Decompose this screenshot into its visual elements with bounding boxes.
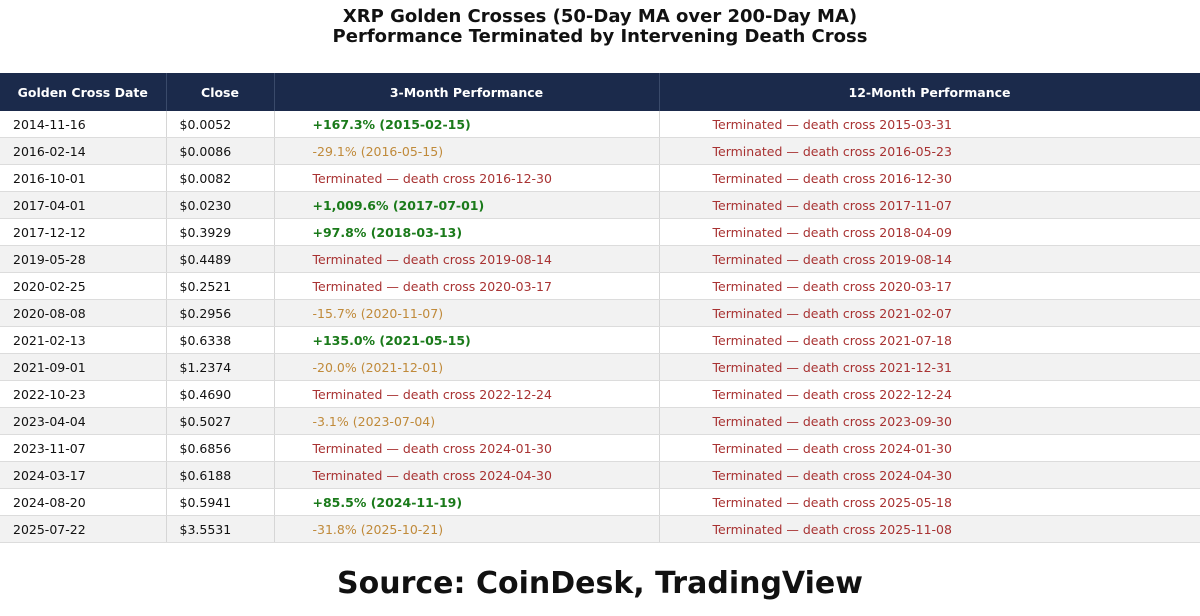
- table-cell: $0.6188: [166, 461, 275, 489]
- table-cell: $0.4690: [166, 380, 275, 408]
- table-row: 2021-02-13 $0.6338 +135.0% (2021-05-15) Ter…: [0, 326, 1200, 354]
- table-cell: Terminated — death cross 2023-09-30: [659, 407, 1200, 435]
- table-cell: 2019-05-28: [0, 245, 167, 273]
- table-cell: 2016-02-14: [0, 137, 167, 165]
- table-cell: $0.0086: [166, 137, 275, 165]
- table-cell: Terminated — death cross 2015-03-31: [659, 111, 1200, 138]
- column-header: Close: [166, 73, 275, 111]
- table-cell: Terminated — death cross 2016-12-30: [659, 164, 1200, 192]
- table-cell: $0.2521: [166, 272, 275, 300]
- table-cell: Terminated — death cross 2025-05-18: [659, 488, 1200, 516]
- table-cell: Terminated — death cross 2025-11-08: [659, 515, 1200, 543]
- table-cell: 2020-02-25: [0, 272, 167, 300]
- table-cell: $0.0082: [166, 164, 275, 192]
- table-cell: Terminated — death cross 2024-01-30: [274, 434, 660, 462]
- table-cell: Terminated — death cross 2020-03-17: [274, 272, 660, 300]
- table-row: 2017-04-01 $0.0230 +1,009.6% (2017-07-01) T…: [0, 191, 1200, 219]
- table-cell: $3.5531: [166, 515, 275, 543]
- table-row: 2020-02-25 $0.2521 Terminated — death cros…: [0, 272, 1200, 300]
- table-row: 2024-08-20 $0.5941 +85.5% (2024-11-19) Term…: [0, 488, 1200, 516]
- table-cell: 2017-04-01: [0, 191, 167, 219]
- table-cell: Terminated — death cross 2019-08-14: [274, 245, 660, 273]
- table-cell: Terminated — death cross 2021-12-31: [659, 353, 1200, 381]
- table-cell: $0.5941: [166, 488, 275, 516]
- table-cell: 2021-02-13: [0, 326, 167, 354]
- table-cell: 2022-10-23: [0, 380, 167, 408]
- table-cell: Terminated — death cross 2018-04-09: [659, 218, 1200, 246]
- table-cell: 2023-04-04: [0, 407, 167, 435]
- table-cell: Terminated — death cross 2024-01-30: [659, 434, 1200, 462]
- table-cell: Terminated — death cross 2024-04-30: [659, 461, 1200, 489]
- column-header: 12-Month Performance: [659, 73, 1200, 111]
- table-cell: 2024-03-17: [0, 461, 167, 489]
- table-cell: $0.4489: [166, 245, 275, 273]
- table-row: 2023-11-07 $0.6856 Terminated — death cros…: [0, 434, 1200, 462]
- table-cell: Terminated — death cross 2021-07-18: [659, 326, 1200, 354]
- table-cell: 2023-11-07: [0, 434, 167, 462]
- source: Source: CoinDesk, TradingView: [337, 566, 863, 601]
- table-cell: Terminated — death cross 2022-12-24: [274, 380, 660, 408]
- table-cell: 2021-09-01: [0, 353, 167, 381]
- table-cell: -15.7% (2020-11-07): [274, 299, 660, 327]
- table-cell: -31.8% (2025-10-21): [274, 515, 660, 543]
- column-header: 3-Month Performance: [274, 73, 660, 111]
- table-cell: 2014-11-16: [0, 111, 167, 138]
- table-cell: $0.5027: [166, 407, 275, 435]
- table-row: 2014-11-16 $0.0052 +167.3% (2015-02-15) Ter…: [0, 111, 1200, 138]
- table-cell: Terminated — death cross 2016-05-23: [659, 137, 1200, 165]
- table-cell: +85.5% (2024-11-19): [274, 488, 660, 516]
- table-row: 2021-09-01 $1.2374 -20.0% (2021-12-01) Term…: [0, 353, 1200, 381]
- table-cell: $0.6856: [166, 434, 275, 462]
- table-cell: -29.1% (2016-05-15): [274, 137, 660, 165]
- table-cell: Terminated — death cross 2019-08-14: [659, 245, 1200, 273]
- table-cell: 2016-10-01: [0, 164, 167, 192]
- table-cell: Terminated — death cross 2020-03-17: [659, 272, 1200, 300]
- table-cell: $0.0230: [166, 191, 275, 219]
- table-row: 2023-04-04 $0.5027 -3.1% (2023-07-04) Termi…: [0, 407, 1200, 435]
- title-line: Performance Terminated by Intervening De…: [332, 26, 868, 47]
- table-cell: +167.3% (2015-02-15): [274, 111, 660, 138]
- table-row: 2022-10-23 $0.4690 Terminated — death cros…: [0, 380, 1200, 408]
- column-header: Golden Cross Date: [0, 73, 167, 111]
- table-row: 2019-05-28 $0.4489 Terminated — death cros…: [0, 245, 1200, 273]
- table-cell: -20.0% (2021-12-01): [274, 353, 660, 381]
- title-line: XRP Golden Crosses (50-Day MA over 200-D…: [342, 6, 858, 27]
- table-cell: +1,009.6% (2017-07-01): [274, 191, 660, 219]
- table-cell: $0.0052: [166, 111, 275, 138]
- table-row: 2016-02-14 $0.0086 -29.1% (2016-05-15) Term…: [0, 137, 1200, 165]
- table-cell: +97.8% (2018-03-13): [274, 218, 660, 246]
- table-cell: $0.2956: [166, 299, 275, 327]
- table-cell: -3.1% (2023-07-04): [274, 407, 660, 435]
- performance-table: Golden Cross Date Close 3-Month Performanc…: [0, 73, 1200, 543]
- table-cell: +135.0% (2021-05-15): [274, 326, 660, 354]
- table-cell: $1.2374: [166, 353, 275, 381]
- table-row: 2017-12-12 $0.3929 +97.8% (2018-03-13) Term…: [0, 218, 1200, 246]
- table-cell: 2024-08-20: [0, 488, 167, 516]
- table-cell: Terminated — death cross 2024-04-30: [274, 461, 660, 489]
- header-row: Golden Cross Date Close 3-Month Performanc…: [0, 73, 1200, 111]
- table-row: 2020-08-08 $0.2956 -15.7% (2020-11-07) Term…: [0, 299, 1200, 327]
- table-cell: 2017-12-12: [0, 218, 167, 246]
- table-cell: $0.6338: [166, 326, 275, 354]
- table-cell: 2025-07-22: [0, 515, 167, 543]
- table-cell: Terminated — death cross 2022-12-24: [659, 380, 1200, 408]
- table-row: 2025-07-22 $3.5531 -31.8% (2025-10-21) Term…: [0, 515, 1200, 543]
- table-cell: Terminated — death cross 2016-12-30: [274, 164, 660, 192]
- table-cell: Terminated — death cross 2017-11-07: [659, 191, 1200, 219]
- table-row: 2016-10-01 $0.0082 Terminated — death cros…: [0, 164, 1200, 192]
- table-cell: 2020-08-08: [0, 299, 167, 327]
- table-cell: Terminated — death cross 2021-02-07: [659, 299, 1200, 327]
- table-cell: $0.3929: [166, 218, 275, 246]
- table-row: 2024-03-17 $0.6188 Terminated — death cros…: [0, 461, 1200, 489]
- table-body: 2014-11-16 $0.0052 +167.3% (2015-02-15) Ter…: [0, 111, 1200, 543]
